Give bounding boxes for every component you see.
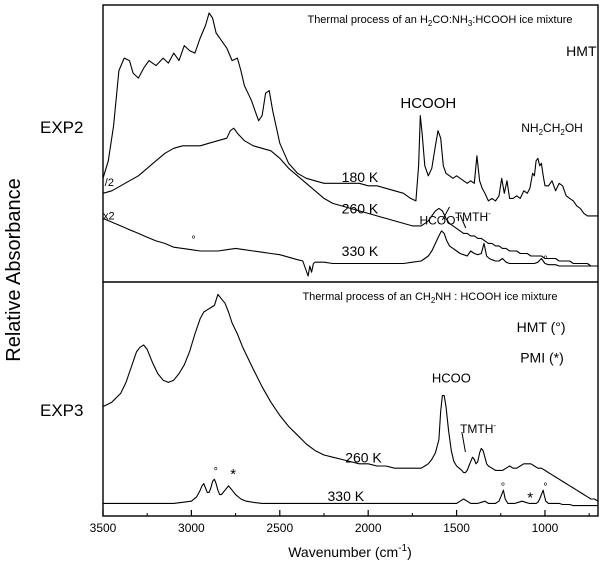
annotation: HCOO- [419,213,458,228]
x-tick-label: 1500 [443,521,470,535]
annotation-part: OH [565,121,583,135]
x-tick-label: 3000 [178,521,205,535]
spectra-series [102,12,599,507]
annotation-text: ° [543,254,547,266]
title-part: NH : HCOOH ice mixture [435,291,557,303]
annotation-text: PMI (*) [520,350,564,366]
panel-title-exp2: Thermal process of an H2CO:NH3:HCOOH ice… [307,14,572,28]
title-part: 3 [468,19,473,28]
annotation-text: 260 K [342,200,379,216]
annotation-part: 2 [539,128,544,137]
annotation: /2 [105,177,114,189]
annotation-text: * [230,466,236,483]
annotation: TMTH- [460,421,496,436]
annotation-sup: - [488,209,491,218]
y-axis-label: Relative Absorbance [3,178,25,361]
spectrum-exp2-330k [102,217,598,277]
annotation: * [527,489,533,506]
annotation: TMTH- [455,209,491,224]
annotation: ° [191,234,195,246]
x-axis-label-main: Wavenumber (cm [288,544,398,560]
annotation-text: HCOO [432,370,471,385]
annotation-text: 330 K [342,243,379,259]
annotation-arrow [459,214,467,229]
annotation-text: 180 K [342,169,379,185]
annotation-text: /2 [105,177,114,189]
panel-label-exp2: EXP2 [40,118,83,137]
annotation-arrow [441,206,450,221]
annotation: ° [543,482,547,494]
annotation-text: ° [501,482,505,494]
annotation-text: TMTH [455,210,488,224]
title-part: Thermal process of an H [307,14,427,26]
axes-frame [102,4,599,517]
annotation-part: 2 [560,128,565,137]
x-axis-ticks: 3500 3000 2500 2000 1500 1000 [90,510,590,535]
x-tick-label: 2000 [355,521,382,535]
x-tick-label: 2500 [266,521,293,535]
annotation-text: HCOO [419,214,455,228]
annotation-text: HMT (°) [566,43,600,59]
annotation-text: 260 K [345,450,382,466]
annotation: x2 [103,211,115,223]
spectrum-exp2-180k [102,12,598,217]
annotation-sup: - [493,421,496,430]
annotation-sup: - [455,213,458,222]
annotation: HCOOH [400,95,456,112]
annotation-text: ° [191,234,195,246]
spectrum-exp3-260k [102,293,599,502]
plot-frame [102,4,599,517]
title-part: 2 [431,296,436,305]
annotation: 330 K [342,243,379,259]
spectrum-exp2-260k [102,127,598,267]
annotation-text: x2 [103,211,115,223]
annotation: ° [501,482,505,494]
annotation: ° [543,254,547,266]
annotation: HMT (°) [517,319,566,335]
spectrum-exp3-330k [103,478,598,507]
x-axis-label-sup: -1 [398,543,407,554]
title-part: :HCOOH ice mixture [472,14,572,26]
annotation: ° [213,466,217,478]
panel-label-exp3: EXP3 [40,401,83,420]
annotation: HMT (°) [566,43,600,59]
x-tick-label: 3500 [90,521,117,535]
x-tick-label: 1000 [532,521,559,535]
annotation-part: NH [521,121,538,135]
annotation-part: CH [543,121,560,135]
x-axis-label: Wavenumber (cm-1) [288,543,412,560]
annotation-text: TMTH [460,422,493,436]
title-part: 2 [428,19,433,28]
annotation-text: ° [213,466,217,478]
annotation: 260 K [345,450,382,466]
annotation: HCOO [432,370,471,385]
annotation-text: 330 K [328,488,365,504]
title-part: CO:NH [432,14,468,26]
annotation-text: HMT (°) [517,319,566,335]
annotation: 180 K [342,169,379,185]
annotation: PMI (*) [520,350,564,366]
annotation-text: ° [543,482,547,494]
title-part: Thermal process of an CH [302,291,430,303]
annotation-text: HCOOH [400,95,456,112]
annotation: 330 K [328,488,365,504]
x-axis-label-tail: ) [407,544,412,560]
annotation: * [230,466,236,483]
annotation: 260 K [342,200,379,216]
annotation: NH2CH2OH [521,121,583,137]
annotation-text: * [527,489,533,506]
annotation-arrow [461,431,466,453]
panel-title-exp3: Thermal process of an CH2NH : HCOOH ice … [302,291,557,305]
